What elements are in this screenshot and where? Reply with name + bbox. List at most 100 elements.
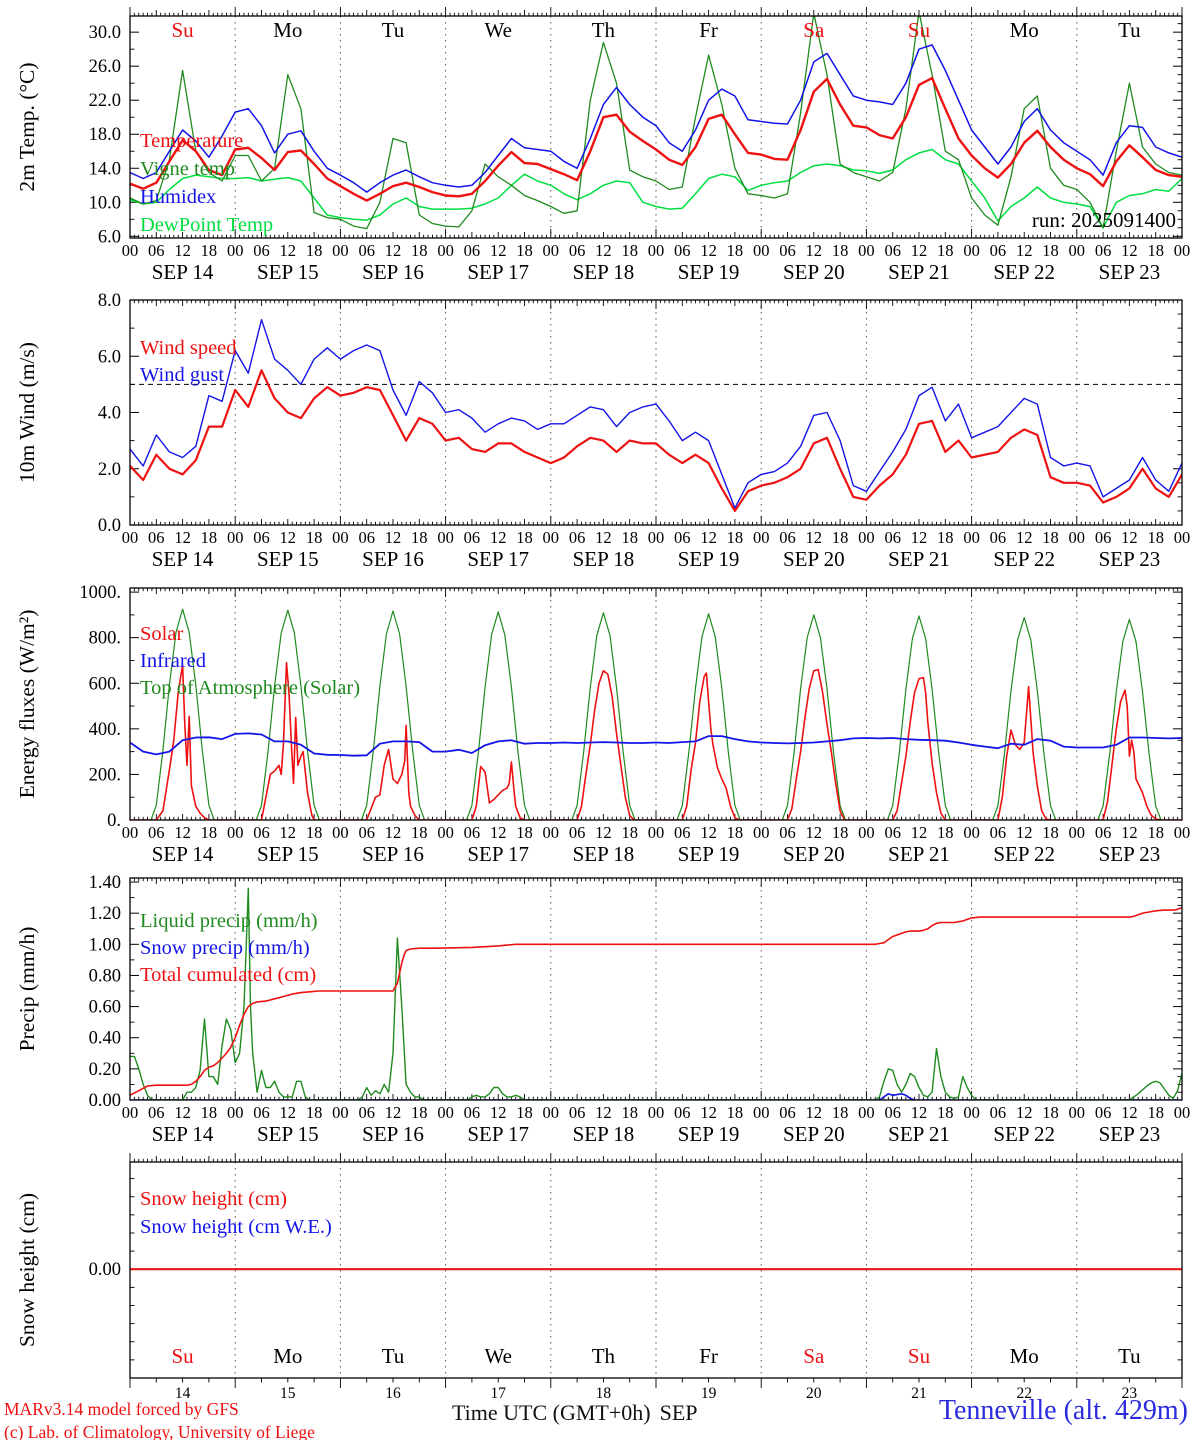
x-date-label: SEP 18: [573, 1122, 635, 1146]
x-date-label: SEP 22: [993, 547, 1055, 571]
x-hour-label: 06: [358, 823, 375, 842]
x-hour-label: 06: [358, 1103, 375, 1122]
x-hour-label: 12: [1016, 1103, 1033, 1122]
x-hour-label: 06: [569, 528, 586, 547]
x-hour-label: 00: [1174, 241, 1191, 260]
y-tick-label: 1000.: [79, 583, 121, 603]
x-hour-label: 18: [727, 241, 744, 260]
x-hour-label: 06: [779, 241, 796, 260]
x-hour-label: 12: [1121, 823, 1138, 842]
x-hour-label: 12: [1121, 1103, 1138, 1122]
day-name-label: Tu: [1118, 1344, 1141, 1368]
x-hour-label: 18: [306, 1103, 323, 1122]
x-hour-label: 12: [280, 1103, 297, 1122]
x-hour-label: 00: [1174, 1103, 1191, 1122]
y-tick-label: 0.: [107, 811, 121, 831]
y-tick-label: 1.00: [89, 935, 121, 955]
day-number-label: 21: [911, 1385, 927, 1402]
y-tick-label: 14.0: [89, 159, 121, 179]
x-hour-label: 18: [832, 1103, 849, 1122]
x-hour-label: 00: [753, 241, 770, 260]
x-hour-label: 18: [306, 241, 323, 260]
x-hour-label: 18: [937, 823, 954, 842]
x-hour-label: 00: [1069, 241, 1086, 260]
x-hour-label: 00: [1069, 528, 1086, 547]
x-date-label: SEP 14: [152, 1122, 214, 1146]
x-hour-label: 18: [1042, 823, 1059, 842]
y-tick-label: 800.: [89, 629, 121, 649]
y-tick-label: 200.: [89, 765, 121, 785]
x-hour-label: 00: [227, 528, 244, 547]
x-hour-label: 18: [201, 1103, 218, 1122]
x-hour-label: 06: [884, 528, 901, 547]
series-humidex: [130, 44, 1182, 193]
x-hour-label: 00: [332, 241, 349, 260]
x-hour-label: 06: [674, 1103, 691, 1122]
x-hour-label: 12: [1121, 241, 1138, 260]
model-credit: MARv3.14 model forced by GFS (c) Lab. of…: [4, 1398, 315, 1440]
x-hour-label: 00: [122, 528, 139, 547]
x-hour-label: 06: [253, 241, 270, 260]
x-date-label: SEP 15: [257, 260, 319, 284]
day-name-label: We: [484, 18, 511, 42]
x-hour-label: 18: [516, 528, 533, 547]
x-hour-label: 06: [990, 528, 1007, 547]
series-dewpoint-temp: [130, 148, 1182, 229]
y-tick-label: 0.00: [89, 1260, 121, 1280]
x-hour-label: 00: [227, 241, 244, 260]
x-date-label: SEP 19: [678, 260, 740, 284]
x-hour-label: 12: [806, 823, 823, 842]
y-tick-label: 0.20: [89, 1060, 121, 1080]
x-hour-label: 12: [595, 241, 612, 260]
x-hour-label: 18: [727, 823, 744, 842]
x-hour-label: 06: [990, 1103, 1007, 1122]
y-tick-label: 6.0: [98, 347, 121, 367]
x-date-label: SEP 16: [362, 260, 424, 284]
panel-wind: [129, 299, 1183, 526]
day-name-label: Su: [908, 1344, 931, 1368]
x-hour-label: 00: [753, 823, 770, 842]
x-hour-label: 12: [490, 241, 507, 260]
x-hour-label: 18: [937, 1103, 954, 1122]
x-hour-label: 00: [227, 1103, 244, 1122]
legend-label: Infrared: [140, 650, 206, 672]
x-date-label: SEP 21: [888, 260, 950, 284]
day-name-label: Su: [908, 18, 931, 42]
x-hour-label: 18: [727, 1103, 744, 1122]
day-name-label: Fr: [699, 18, 718, 42]
x-hour-label: 12: [806, 241, 823, 260]
x-hour-label: 00: [963, 241, 980, 260]
x-hour-label: 12: [385, 241, 402, 260]
x-date-label: SEP 20: [783, 842, 845, 866]
x-date-label: SEP 14: [152, 260, 214, 284]
y-axis-title: 10m Wind (m/s): [15, 342, 39, 483]
x-hour-label: 18: [516, 241, 533, 260]
x-hour-label: 06: [884, 823, 901, 842]
panel-temperature: [129, 7, 1183, 239]
x-hour-label: 18: [1147, 1103, 1164, 1122]
x-date-label: SEP 14: [152, 842, 214, 866]
x-hour-label: 18: [306, 528, 323, 547]
x-hour-label: 12: [911, 528, 928, 547]
day-name-label: We: [484, 1344, 511, 1368]
legend-label: Temperature: [140, 130, 243, 152]
x-hour-label: 06: [148, 823, 165, 842]
y-tick-label: 400.: [89, 720, 121, 740]
x-hour-label: 18: [411, 528, 428, 547]
x-hour-label: 18: [411, 241, 428, 260]
x-hour-label: 18: [1042, 528, 1059, 547]
day-name-label: Mo: [1010, 18, 1039, 42]
x-hour-label: 00: [858, 1103, 875, 1122]
x-hour-label: 06: [990, 241, 1007, 260]
x-hour-label: 12: [595, 823, 612, 842]
day-number-label: 14: [175, 1385, 191, 1402]
x-hour-label: 12: [806, 528, 823, 547]
x-hour-label: 18: [411, 823, 428, 842]
x-hour-label: 18: [937, 241, 954, 260]
x-date-label: SEP 16: [362, 547, 424, 571]
x-hour-label: 06: [779, 1103, 796, 1122]
station-label: Tenneville (alt. 429m): [938, 1395, 1188, 1426]
x-hour-label: 12: [806, 1103, 823, 1122]
day-name-label: Fr: [699, 1344, 718, 1368]
legend-label: Total cumulated (cm): [140, 964, 316, 986]
